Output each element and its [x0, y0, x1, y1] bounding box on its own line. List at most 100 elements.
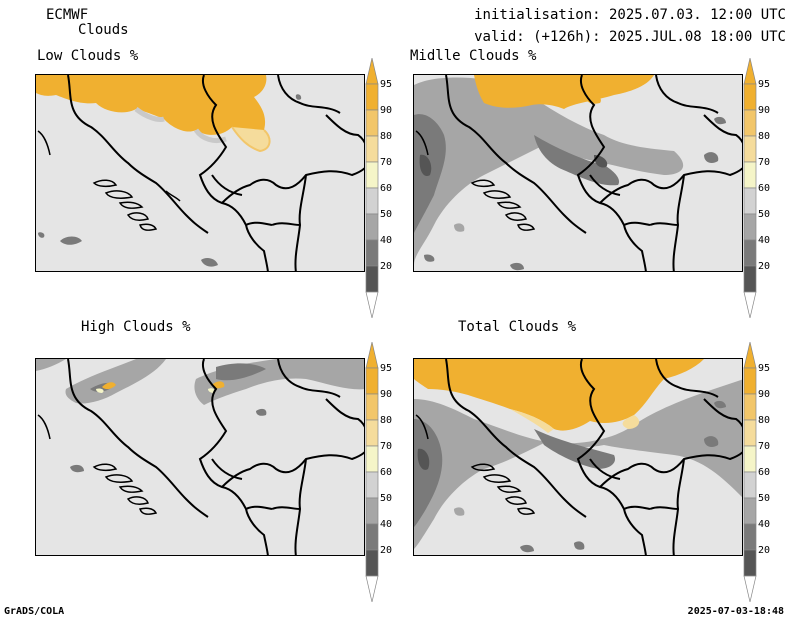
coast-island [517, 223, 536, 231]
coast-island [504, 496, 527, 505]
colorbar-graphic [743, 342, 757, 602]
cloud-area-40 [90, 363, 266, 392]
colorbar-label-60: 60 [758, 467, 771, 478]
colorbar-segment-50 [743, 497, 757, 525]
colorbar-segment-95 [365, 83, 379, 111]
coast-island [118, 201, 144, 209]
cloud-patch [704, 436, 719, 447]
panel-title: Midlle Clouds % [410, 48, 537, 64]
border-line [599, 451, 742, 488]
coast-island [118, 485, 144, 493]
border-line [655, 75, 719, 114]
cloud-patch [256, 408, 267, 416]
coast-island [482, 474, 512, 483]
cloud-patch [201, 257, 218, 267]
border-line [294, 458, 307, 555]
colorbar-segment-50 [365, 213, 379, 241]
colorbar-label-50: 50 [380, 493, 393, 504]
colorbar: 95 90 80 70 60 50 40 20 [365, 342, 405, 602]
colorbar-segment-70 [743, 445, 757, 473]
colorbar-segment-95 [743, 83, 757, 111]
coast-line [415, 414, 429, 440]
border-line [623, 505, 679, 510]
colorbar-segment-20 [743, 265, 757, 293]
colorbar-segment-90 [743, 109, 757, 137]
colorbar-segment-40 [743, 239, 757, 267]
colorbar-label-60: 60 [380, 467, 393, 478]
map-low-clouds [35, 74, 365, 272]
coast-line [37, 130, 51, 156]
colorbar-segment-50 [743, 213, 757, 241]
coast-island [470, 179, 496, 188]
colorbar-label-50: 50 [758, 209, 771, 220]
cloud-area-60 [65, 359, 166, 404]
colorbar-label-50: 50 [380, 209, 393, 220]
colorbar-label-40: 40 [380, 519, 393, 530]
border-line [198, 359, 269, 555]
colorbar-segment-60 [365, 471, 379, 499]
colorbar-bottom-arrow [365, 291, 379, 318]
colorbar-segment-80 [365, 135, 379, 163]
colorbar-label-40: 40 [758, 519, 771, 530]
colorbar-top-arrow [365, 342, 379, 369]
border-line [325, 114, 364, 144]
colorbar-label-80: 80 [758, 131, 771, 142]
colorbar: 95 90 80 70 60 50 40 20 [743, 58, 783, 318]
colorbar-segment-90 [743, 393, 757, 421]
coast-island [104, 474, 134, 483]
cloud-patch [574, 541, 585, 550]
colorbar-segment-70 [365, 445, 379, 473]
border-line [599, 167, 742, 204]
cloud-patch [36, 359, 66, 371]
cloud-patch [714, 400, 726, 409]
colorbar-label-20: 20 [758, 261, 771, 272]
border-line [589, 458, 621, 480]
cloud-area-20 [417, 448, 430, 470]
valid-time: valid: (+126h): 2025.JUL.08 18:00 UTC [474, 29, 786, 45]
colorbar-segment-60 [743, 471, 757, 499]
cloud-patch [295, 94, 302, 100]
colorbar-label-20: 20 [380, 261, 393, 272]
border-line [703, 398, 742, 428]
cloud-area-95 [584, 93, 601, 104]
colorbar-label-40: 40 [380, 235, 393, 246]
panel-low-clouds: Low Clouds % [35, 48, 415, 318]
init-time: initialisation: 2025.07.03. 12:00 UTC [474, 7, 786, 23]
colorbar-label-60: 60 [758, 183, 771, 194]
colorbar-label-40: 40 [758, 235, 771, 246]
colorbar-graphic [365, 342, 379, 602]
border-line [445, 359, 587, 518]
coast-island [496, 201, 522, 209]
colorbar-segment-80 [365, 419, 379, 447]
cloud-patch [520, 544, 534, 553]
border-line [294, 174, 307, 271]
footer-timestamp: 2025-07-03-18:48 [687, 606, 784, 617]
colorbar-label-90: 90 [380, 389, 393, 400]
coast-island [139, 507, 158, 515]
cloud-patch [454, 223, 465, 232]
panel-total-clouds: Total Clouds % [413, 317, 793, 602]
coast-line [165, 190, 181, 202]
cloud-patch [714, 116, 726, 125]
cloud-patch [70, 464, 84, 473]
colorbar-segment-40 [365, 239, 379, 267]
colorbar-bottom-arrow [743, 575, 757, 602]
cloud-area-80 [231, 126, 271, 153]
colorbar-segment-50 [365, 497, 379, 525]
product-name: Clouds [78, 22, 129, 38]
cloud-patch [424, 254, 435, 262]
border-line [245, 505, 301, 510]
border-line [245, 221, 301, 226]
colorbar-label-70: 70 [380, 157, 393, 168]
border-line [277, 75, 341, 114]
panel-high-clouds: High Clouds % [35, 317, 415, 602]
coast-island [104, 190, 134, 199]
cloud-area-60 [414, 379, 742, 549]
colorbar-label-50: 50 [758, 493, 771, 504]
colorbar-label-90: 90 [758, 105, 771, 116]
coast-island [470, 463, 496, 472]
colorbar-segment-80 [743, 135, 757, 163]
cloud-patch [60, 236, 82, 245]
border-line [211, 174, 243, 196]
cloud-area-80 [510, 409, 640, 433]
